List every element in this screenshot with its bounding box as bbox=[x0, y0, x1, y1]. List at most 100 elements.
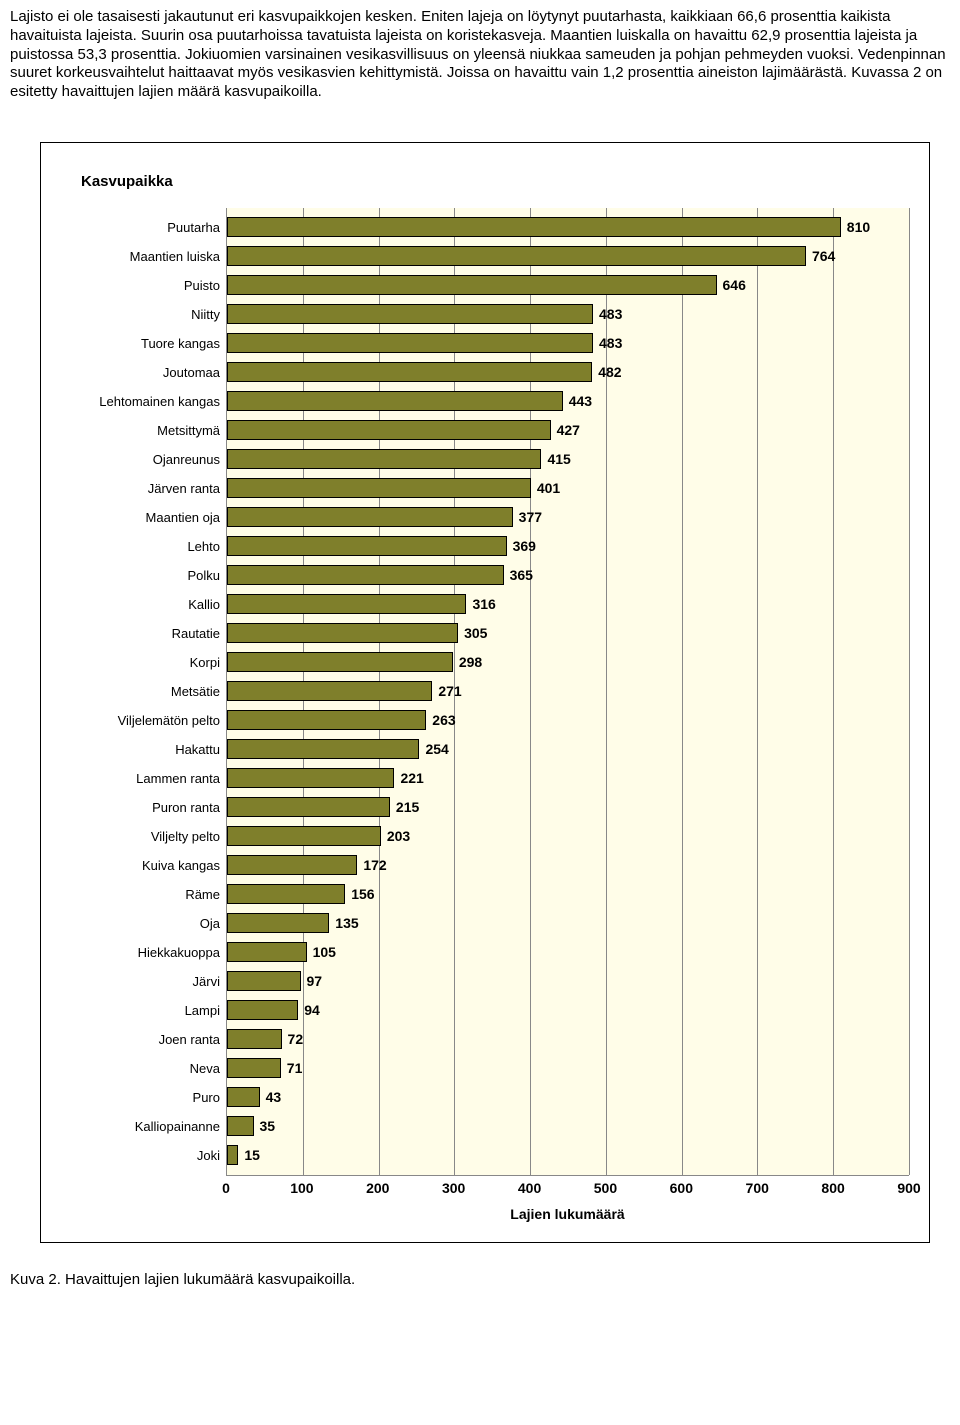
x-axis: 0100200300400500600700800900 bbox=[226, 1176, 909, 1204]
bar-value-label: 71 bbox=[287, 1060, 303, 1076]
gridline bbox=[909, 208, 910, 1175]
x-axis-title: Lajien lukumäärä bbox=[226, 1206, 909, 1222]
category-label: Lehtomainen kangas bbox=[71, 387, 220, 416]
bar bbox=[227, 275, 717, 295]
bar bbox=[227, 246, 806, 266]
x-tick-label: 100 bbox=[290, 1180, 313, 1196]
category-label: Joki bbox=[71, 1141, 220, 1170]
category-label: Korpi bbox=[71, 648, 220, 677]
bar-value-label: 646 bbox=[723, 277, 746, 293]
bar-value-label: 764 bbox=[812, 248, 835, 264]
bar-value-label: 43 bbox=[266, 1089, 282, 1105]
bar-value-label: 369 bbox=[513, 538, 536, 554]
bar-value-label: 443 bbox=[569, 393, 592, 409]
bar bbox=[227, 855, 357, 875]
category-label: Kuiva kangas bbox=[71, 851, 220, 880]
bar-row: 377 bbox=[227, 503, 909, 532]
bar-value-label: 365 bbox=[510, 567, 533, 583]
bar-row: 263 bbox=[227, 706, 909, 735]
bar-row: 221 bbox=[227, 764, 909, 793]
bar bbox=[227, 1029, 282, 1049]
bar-value-label: 298 bbox=[459, 654, 482, 670]
category-label: Oja bbox=[71, 909, 220, 938]
category-label: Lammen ranta bbox=[71, 764, 220, 793]
bar-row: 97 bbox=[227, 967, 909, 996]
bar bbox=[227, 971, 301, 991]
plot-inner: 8107646464834834824434274154013773693653… bbox=[227, 208, 909, 1175]
bar bbox=[227, 217, 841, 237]
bar-row: 483 bbox=[227, 300, 909, 329]
bar-row: 427 bbox=[227, 416, 909, 445]
bar bbox=[227, 565, 504, 585]
bar-row: 483 bbox=[227, 329, 909, 358]
bar-row: 369 bbox=[227, 532, 909, 561]
category-label: Puisto bbox=[71, 271, 220, 300]
bar bbox=[227, 594, 466, 614]
category-label: Puron ranta bbox=[71, 793, 220, 822]
bar-row: 305 bbox=[227, 619, 909, 648]
bar-value-label: 415 bbox=[547, 451, 570, 467]
bar-row: 71 bbox=[227, 1054, 909, 1083]
category-label: Järven ranta bbox=[71, 474, 220, 503]
bar bbox=[227, 1116, 254, 1136]
bar-value-label: 401 bbox=[537, 480, 560, 496]
bar bbox=[227, 478, 531, 498]
category-label: Räme bbox=[71, 880, 220, 909]
category-label: Maantien luiska bbox=[71, 242, 220, 271]
bar-row: 94 bbox=[227, 996, 909, 1025]
bar bbox=[227, 1145, 238, 1165]
bar bbox=[227, 1087, 260, 1107]
bar-row: 646 bbox=[227, 271, 909, 300]
bar bbox=[227, 826, 381, 846]
bar bbox=[227, 362, 592, 382]
bar bbox=[227, 623, 458, 643]
bar-row: 401 bbox=[227, 474, 909, 503]
category-label: Ojanreunus bbox=[71, 445, 220, 474]
bar-value-label: 271 bbox=[438, 683, 461, 699]
bar-row: 215 bbox=[227, 793, 909, 822]
bar bbox=[227, 449, 541, 469]
bar-value-label: 15 bbox=[244, 1147, 260, 1163]
chart-body: PuutarhaMaantien luiskaPuistoNiittyTuore… bbox=[71, 208, 909, 1222]
bar bbox=[227, 797, 390, 817]
figure-caption: Kuva 2. Havaittujen lajien lukumäärä kas… bbox=[10, 1271, 950, 1288]
bar-value-label: 72 bbox=[288, 1031, 304, 1047]
bar-value-label: 483 bbox=[599, 335, 622, 351]
bar-row: 203 bbox=[227, 822, 909, 851]
bar-row: 43 bbox=[227, 1083, 909, 1112]
bar-row: 271 bbox=[227, 677, 909, 706]
bar-value-label: 305 bbox=[464, 625, 487, 641]
bar-row: 365 bbox=[227, 561, 909, 590]
bar-row: 35 bbox=[227, 1112, 909, 1141]
category-label: Kallio bbox=[71, 590, 220, 619]
bar-row: 764 bbox=[227, 242, 909, 271]
bar-value-label: 316 bbox=[472, 596, 495, 612]
category-label: Lampi bbox=[71, 996, 220, 1025]
bar-row: 254 bbox=[227, 735, 909, 764]
bar-row: 298 bbox=[227, 648, 909, 677]
chart-title: Kasvupaikka bbox=[81, 173, 909, 190]
bar-row: 415 bbox=[227, 445, 909, 474]
bar bbox=[227, 739, 419, 759]
category-label: Kalliopainanne bbox=[71, 1112, 220, 1141]
bar-row: 316 bbox=[227, 590, 909, 619]
bar-value-label: 135 bbox=[335, 915, 358, 931]
bar-value-label: 203 bbox=[387, 828, 410, 844]
category-label: Hiekkakuoppa bbox=[71, 938, 220, 967]
bar-value-label: 254 bbox=[425, 741, 448, 757]
bar bbox=[227, 942, 307, 962]
bar-value-label: 482 bbox=[598, 364, 621, 380]
bar-row: 172 bbox=[227, 851, 909, 880]
bar-row: 135 bbox=[227, 909, 909, 938]
bar-row: 105 bbox=[227, 938, 909, 967]
x-tick-label: 800 bbox=[821, 1180, 844, 1196]
bar bbox=[227, 1058, 281, 1078]
category-label: Polku bbox=[71, 561, 220, 590]
bar-value-label: 156 bbox=[351, 886, 374, 902]
bar bbox=[227, 768, 394, 788]
category-label: Neva bbox=[71, 1054, 220, 1083]
bar bbox=[227, 681, 432, 701]
bar bbox=[227, 536, 507, 556]
plot-area: 8107646464834834824434274154013773693653… bbox=[226, 208, 909, 1176]
bar-value-label: 105 bbox=[313, 944, 336, 960]
